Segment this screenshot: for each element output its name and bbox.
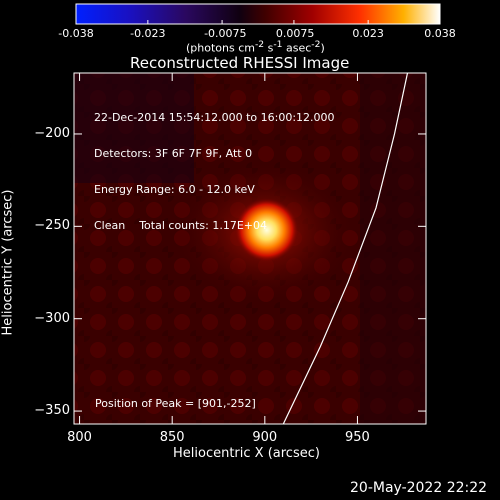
info-detectors: Detectors: 3F 6F 7F 9F, Att 0 bbox=[94, 147, 253, 160]
x-tick-label: 800 bbox=[67, 430, 92, 445]
colorbar-tick-label: 0.0075 bbox=[275, 27, 315, 40]
y-tick-label: −350 bbox=[34, 403, 70, 419]
image-dark-corner bbox=[74, 73, 194, 183]
x-axis-ticks bbox=[79, 73, 358, 424]
footer-date: 20-May-2022 22:22 bbox=[350, 480, 488, 496]
colorbar-tick-label: -0.038 bbox=[58, 27, 94, 40]
x-tick-label: 950 bbox=[345, 430, 370, 445]
colorbar-tick-label: 0.038 bbox=[424, 27, 456, 40]
y-axis-ticks bbox=[74, 133, 426, 412]
x-tick-label: 850 bbox=[159, 430, 185, 445]
image-dark-right bbox=[360, 73, 426, 424]
y-tick-label: −250 bbox=[34, 218, 70, 234]
info-time-range: 22-Dec-2014 15:54:12.000 to 16:00:12.000 bbox=[94, 111, 335, 124]
colorbar-tick-label: -0.0075 bbox=[204, 27, 247, 40]
colorbar-unit: (photons cm-2 s-1 asec-2) bbox=[186, 39, 325, 55]
chart-title: Reconstructed RHESSI Image bbox=[130, 54, 350, 72]
plot-frame bbox=[73, 72, 427, 425]
colorbar-tick-label: -0.023 bbox=[130, 27, 166, 40]
y-axis-label: Heliocentric Y (arcsec) bbox=[0, 189, 16, 336]
peak-position-label: Position of Peak = [901,-252] bbox=[95, 397, 256, 410]
info-clean-counts: Clean Total counts: 1.17E+04 bbox=[94, 219, 268, 232]
info-energy-range: Energy Range: 6.0 - 12.0 keV bbox=[94, 183, 255, 196]
y-tick-label: −200 bbox=[34, 125, 70, 141]
y-tick-label: −300 bbox=[34, 310, 70, 326]
source-peak bbox=[234, 198, 299, 263]
x-tick-label: 900 bbox=[252, 430, 278, 445]
colorbar-tick-label: 0.023 bbox=[352, 27, 384, 40]
solar-limb bbox=[282, 73, 409, 424]
x-axis-label: Heliocentric X (arcsec) bbox=[173, 446, 320, 461]
colorbar-ticks bbox=[75, 20, 441, 24]
observation-info: 22-Dec-2014 15:54:12.000 to 16:00:12.000… bbox=[94, 88, 335, 244]
colorbar bbox=[75, 3, 441, 25]
